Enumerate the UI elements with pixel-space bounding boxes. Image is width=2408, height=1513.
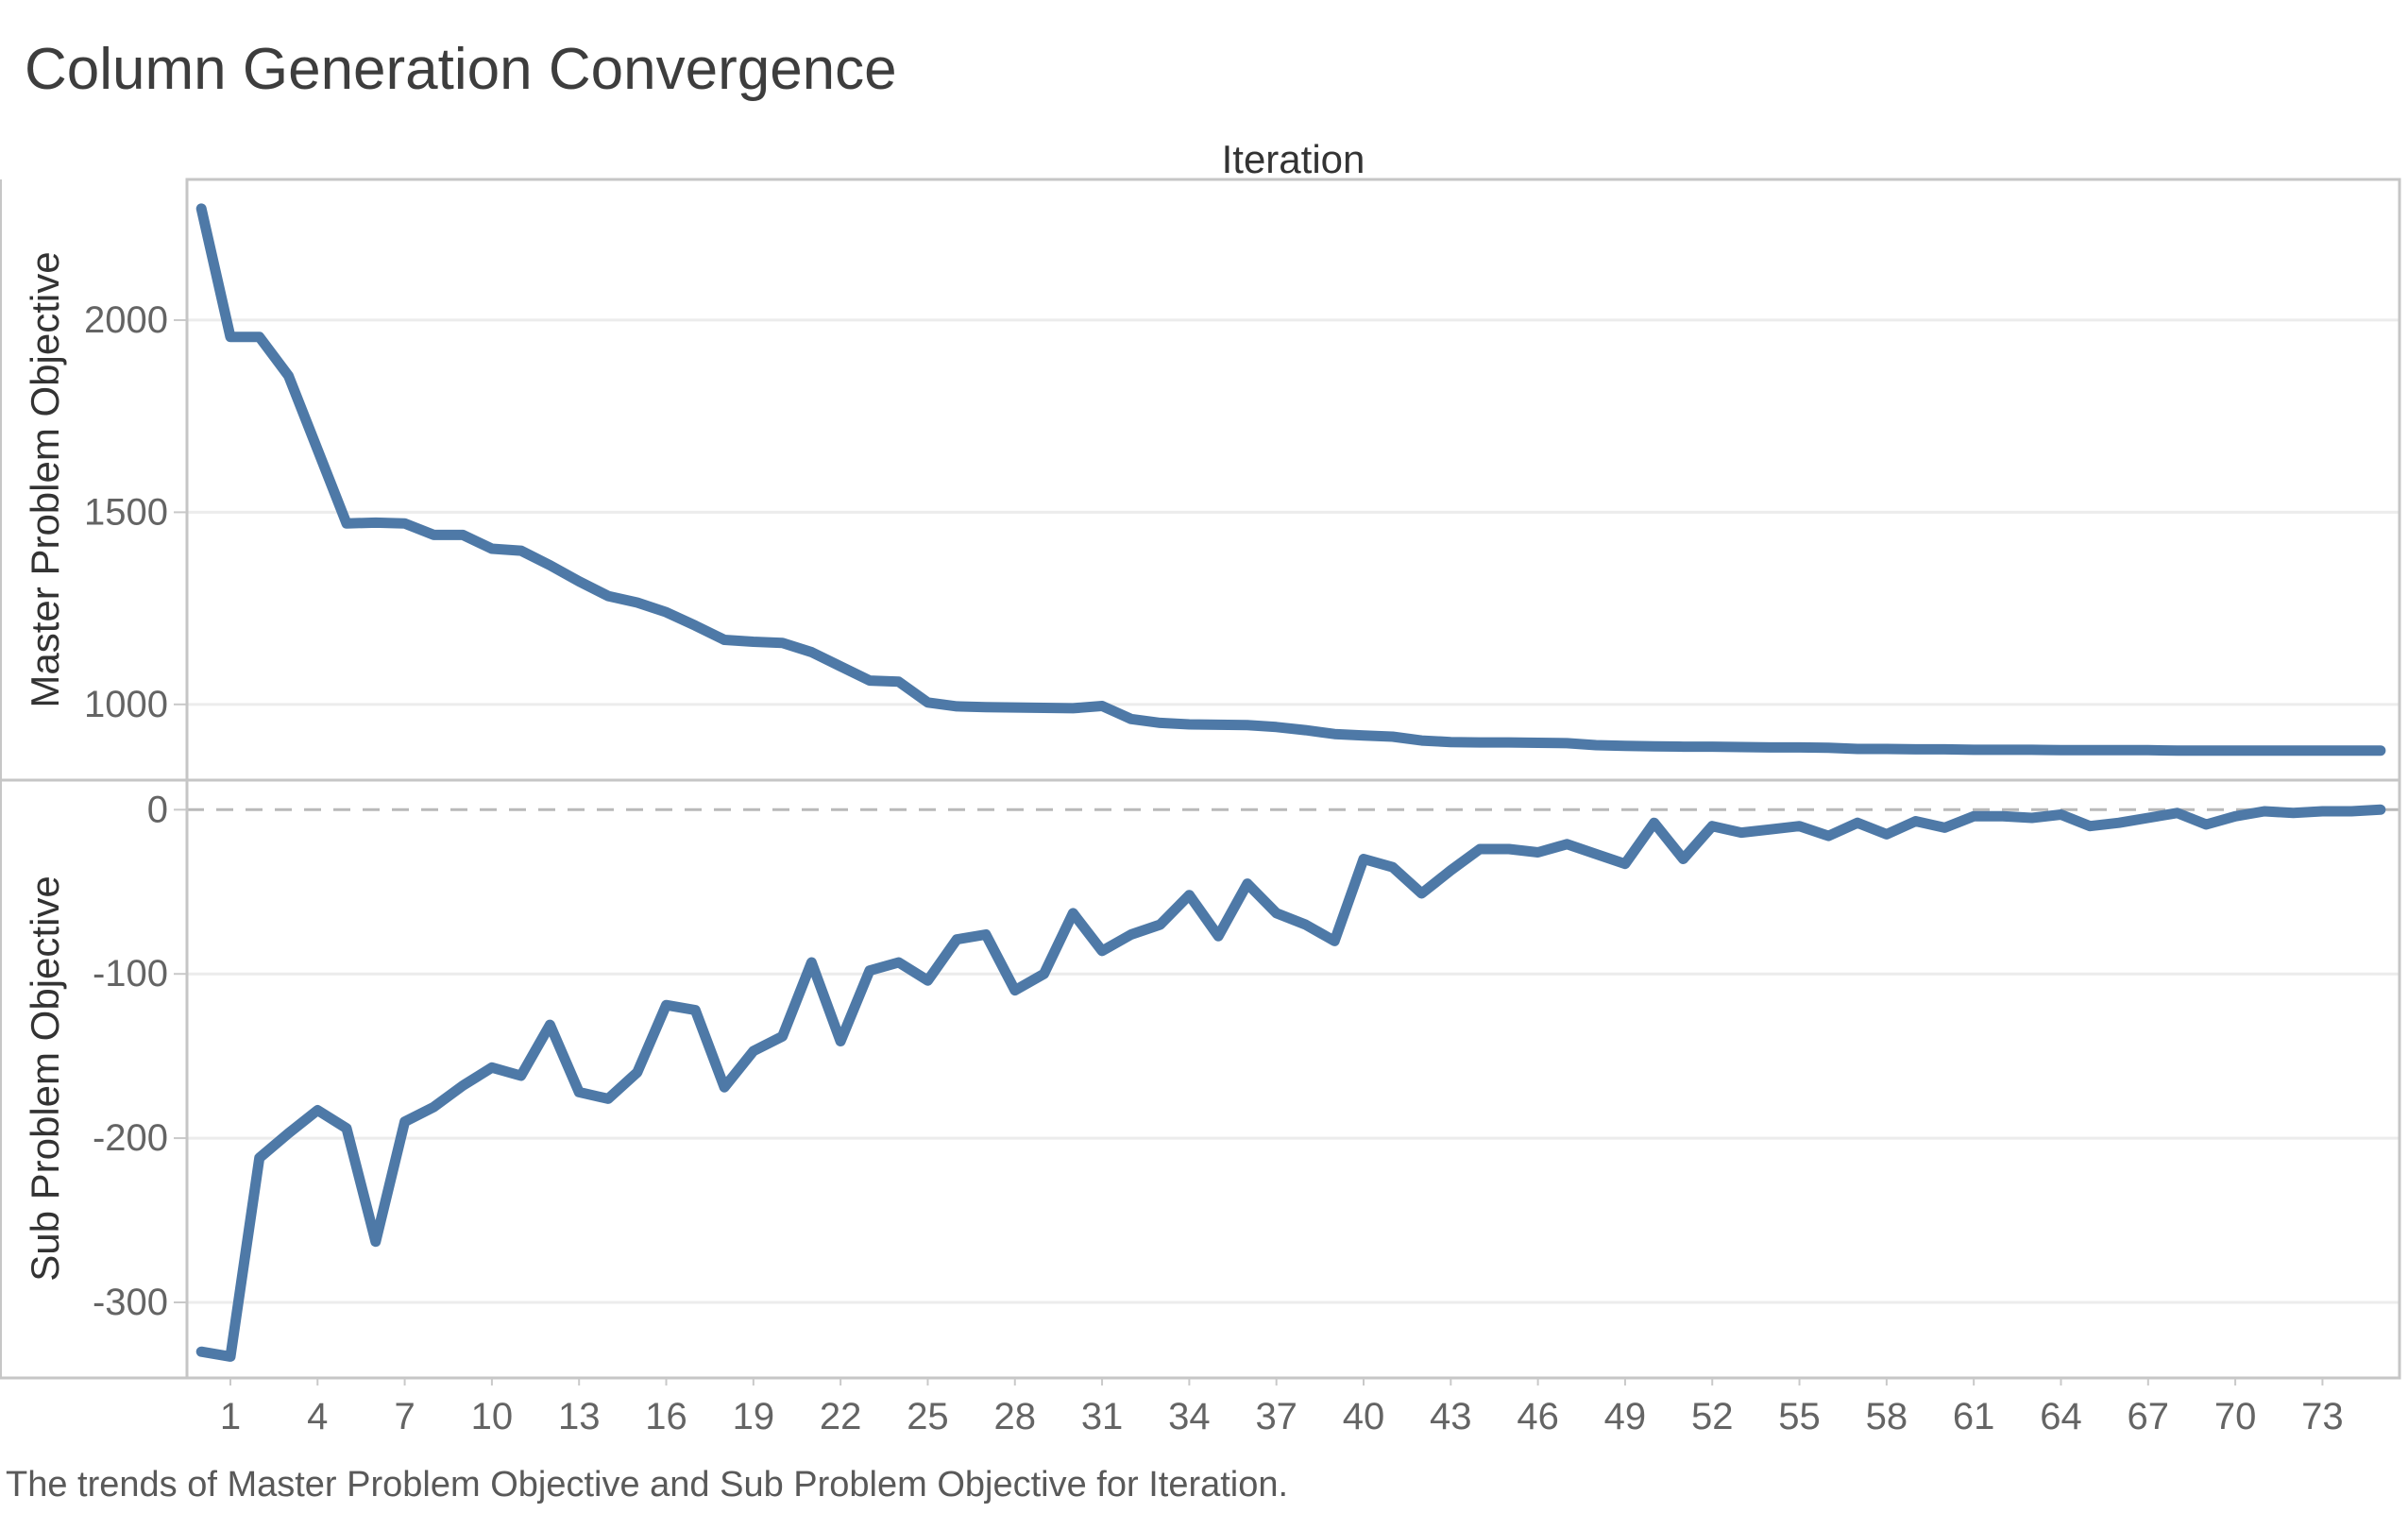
x-tick-label: 28	[994, 1396, 1037, 1437]
x-tick-label: 70	[2214, 1396, 2257, 1437]
x-tick-label: 73	[2301, 1396, 2344, 1437]
chart-caption: The trends of Master Problem Objective a…	[6, 1465, 1289, 1504]
x-tick-label: 67	[2128, 1396, 2170, 1437]
y-tick-label: -300	[93, 1282, 168, 1323]
x-axis-title: Iteration	[1221, 137, 1365, 181]
x-tick-label: 58	[1866, 1396, 1908, 1437]
y-tick-label: 0	[147, 789, 168, 830]
y-tick-label: 1500	[84, 491, 168, 533]
page-title: Column Generation Convergence	[25, 37, 897, 102]
x-tick-label: 7	[394, 1396, 415, 1437]
sub-objective-line[interactable]	[195, 804, 2386, 1362]
x-tick-label: 1	[220, 1396, 241, 1437]
x-tick-label: 61	[1953, 1396, 1995, 1437]
x-tick-label: 43	[1430, 1396, 1472, 1437]
y-tick-label: 1000	[84, 684, 168, 725]
x-tick-label: 31	[1081, 1396, 1124, 1437]
x-tick-label: 22	[820, 1396, 862, 1437]
x-tick-label: 13	[558, 1396, 601, 1437]
x-tick-label: 49	[1604, 1396, 1647, 1437]
x-tick-label: 10	[471, 1396, 514, 1437]
x-tick-label: 40	[1343, 1396, 1385, 1437]
y-tick-label: -100	[93, 953, 168, 994]
x-tick-label: 16	[645, 1396, 687, 1437]
x-tick-label: 46	[1517, 1396, 1559, 1437]
x-tick-label: 19	[733, 1396, 775, 1437]
y-tick-label: 2000	[84, 299, 168, 341]
x-tick-label: 37	[1255, 1396, 1297, 1437]
x-tick-label: 52	[1691, 1396, 1734, 1437]
x-tick-label: 4	[307, 1396, 328, 1437]
y-tick-label: -200	[93, 1117, 168, 1159]
x-tick-label: 25	[907, 1396, 949, 1437]
x-tick-label: 55	[1778, 1396, 1821, 1437]
master-objective-line[interactable]	[195, 203, 2386, 756]
x-tick-label: 64	[2040, 1396, 2082, 1437]
x-tick-label: 34	[1168, 1396, 1211, 1437]
